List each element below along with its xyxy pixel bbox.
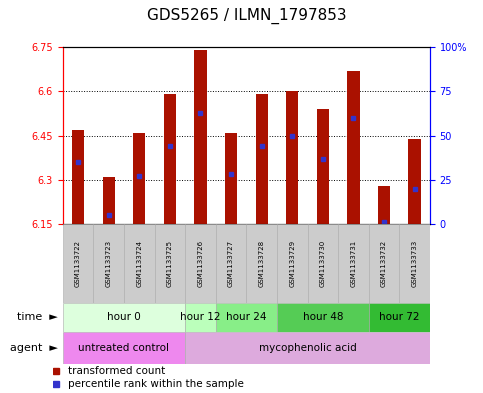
Text: GSM1133724: GSM1133724 [136, 240, 142, 287]
Bar [378, 186, 390, 224]
Bar [185, 303, 216, 332]
Text: GSM1133723: GSM1133723 [106, 240, 112, 287]
Bar [185, 224, 216, 303]
Bar [277, 303, 369, 332]
Bar [225, 133, 237, 224]
Text: GSM1133733: GSM1133733 [412, 240, 418, 287]
Bar [102, 177, 115, 224]
Bar [93, 224, 124, 303]
Text: GSM1133726: GSM1133726 [198, 240, 203, 287]
Bar [216, 303, 277, 332]
Text: GDS5265 / ILMN_1797853: GDS5265 / ILMN_1797853 [146, 7, 346, 24]
Text: hour 24: hour 24 [226, 312, 267, 322]
Text: untreated control: untreated control [78, 343, 170, 353]
Bar [63, 303, 185, 332]
Bar [63, 224, 93, 303]
Text: GSM1133725: GSM1133725 [167, 240, 173, 287]
Text: hour 72: hour 72 [379, 312, 420, 322]
Text: transformed count: transformed count [68, 366, 165, 376]
Bar [133, 133, 145, 224]
Text: GSM1133730: GSM1133730 [320, 240, 326, 287]
Bar [286, 92, 298, 224]
Bar [409, 139, 421, 224]
Bar [72, 130, 84, 224]
Bar [308, 224, 338, 303]
Text: GSM1133727: GSM1133727 [228, 240, 234, 287]
Text: GSM1133732: GSM1133732 [381, 240, 387, 287]
Bar [369, 303, 430, 332]
Bar [347, 71, 359, 224]
Text: agent  ►: agent ► [10, 343, 58, 353]
Text: time  ►: time ► [17, 312, 58, 322]
Bar [246, 224, 277, 303]
Bar [317, 109, 329, 224]
Bar [155, 224, 185, 303]
Text: hour 12: hour 12 [180, 312, 221, 322]
Bar [194, 50, 207, 224]
Bar [124, 224, 155, 303]
Bar [369, 224, 399, 303]
Bar [399, 224, 430, 303]
Text: hour 0: hour 0 [107, 312, 141, 322]
Bar [277, 224, 308, 303]
Bar [185, 332, 430, 364]
Bar [216, 224, 246, 303]
Bar [164, 94, 176, 224]
Text: hour 48: hour 48 [302, 312, 343, 322]
Text: GSM1133728: GSM1133728 [258, 240, 265, 287]
Text: percentile rank within the sample: percentile rank within the sample [68, 379, 244, 389]
Text: mycophenolic acid: mycophenolic acid [258, 343, 356, 353]
Text: GSM1133722: GSM1133722 [75, 240, 81, 287]
Bar [338, 224, 369, 303]
Text: GSM1133729: GSM1133729 [289, 240, 295, 287]
Bar [63, 332, 185, 364]
Text: GSM1133731: GSM1133731 [350, 240, 356, 287]
Bar [256, 94, 268, 224]
